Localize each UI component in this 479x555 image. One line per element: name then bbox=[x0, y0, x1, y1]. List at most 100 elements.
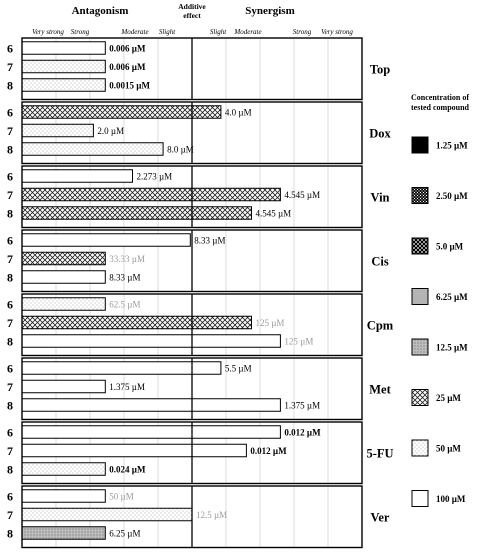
bar-label: 6.25 µM bbox=[109, 529, 140, 539]
bar-label: 125 µM bbox=[284, 337, 313, 347]
bar-label: 0.012 µM bbox=[250, 446, 287, 456]
bar-label: 12.5 µM bbox=[196, 510, 227, 520]
bar-vin-7 bbox=[21, 187, 281, 202]
bar-cpm-6 bbox=[21, 297, 106, 311]
compound-label: 7 bbox=[7, 508, 13, 522]
drug-label: Met bbox=[369, 382, 391, 396]
panel-frame bbox=[21, 293, 363, 357]
bar-met-6 bbox=[21, 361, 222, 375]
panel-met: 5.5 µM 6 1.375 µM 7 1.375 µM 8 Met bbox=[7, 357, 392, 421]
compound-label: 6 bbox=[7, 106, 13, 120]
compound-label: 8 bbox=[7, 271, 13, 285]
bar-label: 1.375 µM bbox=[109, 382, 145, 392]
drug-label: Dox bbox=[369, 126, 391, 140]
legend-swatch bbox=[411, 338, 429, 356]
drug-label: 5-FU bbox=[366, 446, 393, 460]
bar-label: 1.375 µM bbox=[284, 401, 320, 411]
legend-swatch bbox=[411, 389, 429, 406]
compound-label: 7 bbox=[7, 60, 13, 74]
compound-label: 7 bbox=[7, 252, 13, 266]
panel-dox: 4.0 µM 6 2.0 µM 7 8.0 µM 8 Dox bbox=[7, 101, 392, 165]
panel-frame bbox=[21, 37, 363, 101]
legend-label: 6.25 µM bbox=[436, 292, 468, 302]
panel-cpm: 62.5 µM 6 125 µM 7 125 µM 8 Cpm bbox=[7, 293, 394, 357]
legend-swatch bbox=[411, 136, 429, 154]
bar-vin-6 bbox=[21, 169, 133, 183]
bar-label: 0.006 µM bbox=[109, 44, 146, 54]
bar-top-6 bbox=[21, 41, 106, 55]
drug-label: Cis bbox=[371, 254, 389, 268]
scale-label: Slight bbox=[159, 28, 176, 36]
scale-label: Moderate bbox=[120, 28, 148, 36]
legend-label: 2.50 µM bbox=[436, 191, 468, 201]
compound-label: 7 bbox=[7, 380, 13, 394]
header-synergism: Synergism bbox=[245, 5, 295, 17]
compound-label: 6 bbox=[7, 170, 13, 184]
header-antagonism: Antagonism bbox=[72, 5, 129, 17]
legend-swatch bbox=[411, 237, 429, 255]
scale-label: Slight bbox=[210, 28, 227, 36]
compound-label: 8 bbox=[7, 463, 13, 477]
scale-label: Strong bbox=[71, 28, 90, 36]
header-additive-line2: effect bbox=[183, 11, 201, 20]
panel-top: 0.006 µM 6 0.006 µM 7 0.0015 µM 8 Top bbox=[7, 37, 390, 101]
bar-cis-8 bbox=[21, 270, 106, 284]
scale-label: Moderate bbox=[233, 28, 261, 36]
bar-dox-6 bbox=[21, 105, 222, 119]
legend-swatch bbox=[411, 187, 429, 204]
compound-label: 7 bbox=[7, 316, 13, 330]
bar-label: 0.012 µM bbox=[284, 428, 321, 438]
compound-label: 6 bbox=[7, 426, 13, 440]
bar-label: 4.545 µM bbox=[256, 209, 292, 219]
legend-label: 100 µM bbox=[436, 494, 466, 504]
compound-label: 6 bbox=[7, 234, 13, 248]
compound-label: 8 bbox=[7, 79, 13, 93]
compound-label: 8 bbox=[7, 143, 13, 157]
panel-vin: 2.273 µM 6 4.545 µM 7 4.545 µM 8 Vin bbox=[7, 165, 390, 229]
bar-label: 0.0015 µM bbox=[109, 81, 150, 91]
compound-label: 6 bbox=[7, 42, 13, 56]
drug-label: Ver bbox=[371, 510, 390, 524]
bar-5-fu-8 bbox=[21, 462, 106, 476]
bar-label: 50 µM bbox=[109, 492, 133, 502]
bar-label: 125 µM bbox=[256, 318, 285, 328]
compound-label: 8 bbox=[7, 527, 13, 541]
panel-frame bbox=[21, 485, 363, 549]
bar-label: 8.33 µM bbox=[194, 236, 225, 246]
scale-label: Very strong bbox=[321, 28, 353, 36]
legend-label: 50 µM bbox=[436, 444, 461, 454]
compound-label: 7 bbox=[7, 188, 13, 202]
bar-label: 2.273 µM bbox=[137, 172, 173, 182]
bar-label: 4.0 µM bbox=[225, 108, 252, 118]
panel-frame bbox=[21, 101, 363, 165]
bar-met-7 bbox=[21, 379, 106, 394]
compound-label: 7 bbox=[7, 444, 13, 458]
compound-label: 6 bbox=[7, 298, 13, 312]
legend-swatch bbox=[411, 490, 429, 507]
bar-vin-8 bbox=[21, 206, 252, 220]
panel-frame bbox=[21, 229, 363, 293]
bar-label: 33.33 µM bbox=[109, 254, 145, 264]
legend-label: 5.0 µM bbox=[436, 242, 464, 252]
compound-label: 8 bbox=[7, 399, 13, 413]
bar-cpm-8 bbox=[21, 334, 281, 348]
bar-ver-6 bbox=[21, 489, 106, 503]
bar-label: 4.545 µM bbox=[284, 190, 320, 200]
legend-label: 12.5 µM bbox=[436, 343, 468, 353]
bar-5-fu-6 bbox=[21, 425, 281, 439]
bar-ver-8 bbox=[21, 526, 106, 540]
bar-dox-7 bbox=[21, 123, 94, 138]
bar-label: 2.0 µM bbox=[97, 126, 124, 136]
compound-label: 6 bbox=[7, 362, 13, 376]
bar-cis-6 bbox=[21, 233, 191, 247]
legend-label: 25 µM bbox=[436, 393, 461, 403]
compound-label: 7 bbox=[7, 124, 13, 138]
compound-label: 6 bbox=[7, 490, 13, 504]
drug-label: Vin bbox=[371, 190, 390, 204]
panel-5-fu: 0.012 µM 6 0.012 µM 7 0.024 µM 8 5-FU bbox=[7, 421, 394, 485]
bar-cis-7 bbox=[21, 251, 106, 266]
bar-label: 5.5 µM bbox=[225, 364, 252, 374]
legend-title-line2: tested compound bbox=[411, 103, 470, 112]
